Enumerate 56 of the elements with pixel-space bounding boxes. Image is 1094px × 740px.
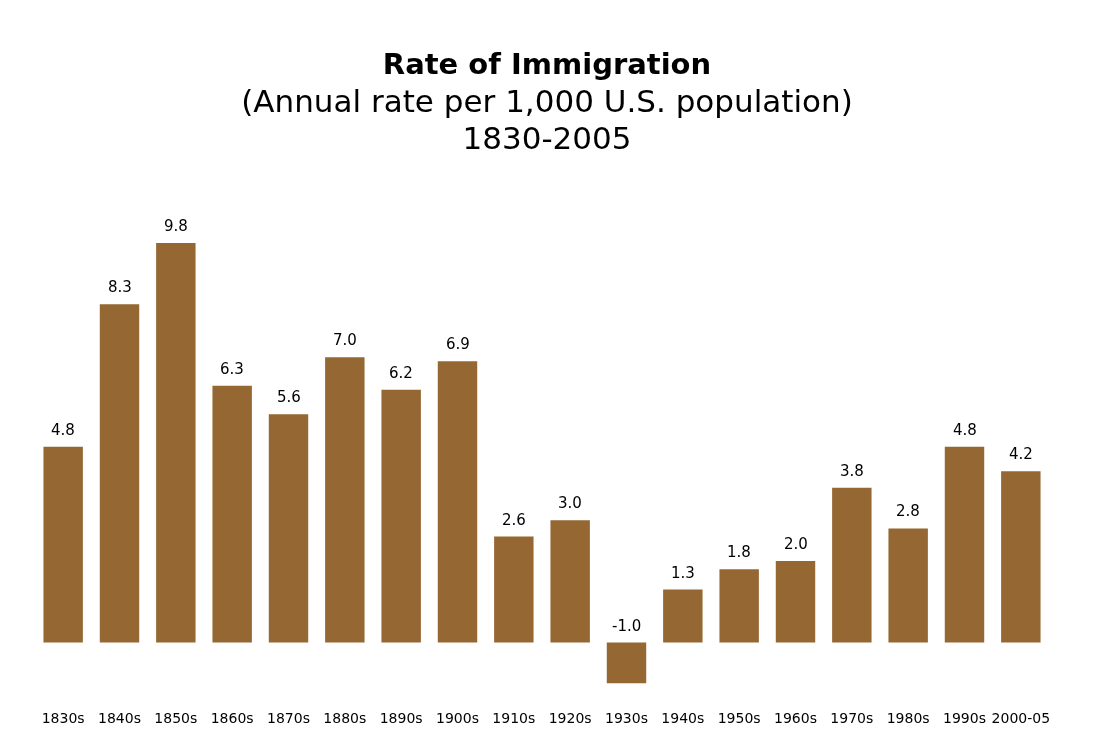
x-tick-label: 1850s [154,710,198,726]
x-tick-label: 1980s [886,710,930,726]
bar [43,446,83,643]
x-tick-label: 2000-05 [991,710,1051,726]
x-tick-label: 1940s [661,710,705,726]
data-label: 9.8 [164,217,188,235]
bar [888,528,928,643]
data-label: 1.3 [671,564,695,582]
x-tick-label: 1970s [830,710,874,726]
bar [99,304,140,643]
bar [437,361,478,643]
bar [156,243,196,643]
x-tick-label: 1890s [379,710,423,726]
data-label: 2.8 [896,502,920,520]
x-tick-label: 1900s [436,710,479,726]
x-tick-label: 1910s [492,710,536,726]
bar [381,389,421,643]
bar [550,520,590,643]
data-label: 1.8 [727,543,751,561]
bar [663,589,703,643]
bar [268,414,309,643]
data-label: 7.0 [333,331,357,349]
x-tick-label: 1830s [41,710,85,726]
data-label: -1.0 [612,617,642,635]
bar [832,487,872,643]
x-tick-label: 1880s [323,710,367,726]
data-label: 5.6 [277,388,301,406]
x-tick-label: 1950s [717,710,761,726]
bar [719,569,759,643]
x-tick-label: 1920s [548,710,592,726]
data-label: 2.6 [502,511,526,529]
data-label: 2.0 [784,535,808,553]
data-label: 6.3 [220,360,244,378]
chart-subtitle: (Annual rate per 1,000 U.S. population) 1830-2005 [241,82,853,157]
bar [775,561,816,643]
x-tick-label: 1990s [943,710,986,726]
chart-title: Rate of Immigration [382,47,712,81]
data-label: 4.8 [953,421,977,439]
x-tick-label: 1930s [605,710,648,726]
x-tick-label: 1960s [774,710,817,726]
data-label: 6.9 [446,335,470,353]
bar [494,536,534,643]
x-tick-label: 1870s [267,710,310,726]
bar [325,357,365,643]
x-tick-label: 1840s [98,710,141,726]
data-label: 8.3 [108,278,132,296]
x-tick-label: 1860s [210,710,254,726]
data-label: 3.0 [558,494,582,512]
data-label: 4.8 [51,421,75,439]
bar [944,446,985,643]
bar [1001,471,1041,643]
data-label: 3.8 [840,462,864,480]
bar [606,642,647,684]
data-label: 6.2 [389,364,413,382]
bar [212,385,252,643]
data-label: 4.2 [1009,445,1033,463]
